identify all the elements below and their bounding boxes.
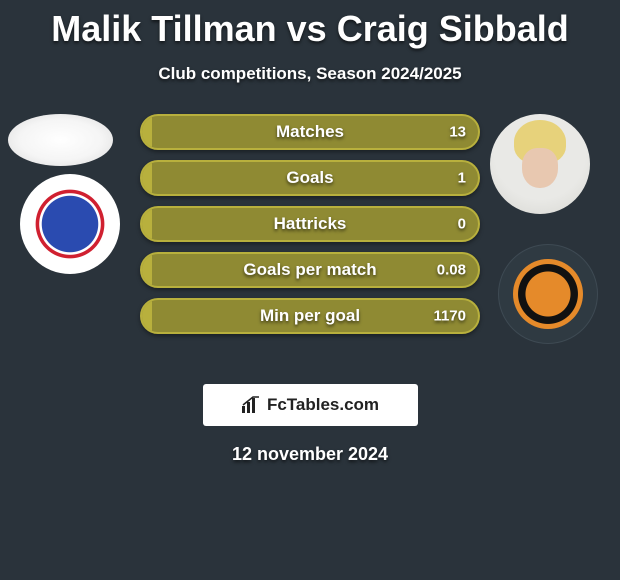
stat-bar: Goals1	[140, 160, 480, 196]
date-text: 12 november 2024	[0, 444, 620, 465]
stat-value-right: 1170	[430, 308, 466, 325]
player-right-avatar	[490, 114, 590, 214]
brand-badge: FcTables.com	[203, 384, 418, 426]
stat-label: Hattricks	[142, 214, 478, 234]
stat-label: Goals per match	[142, 260, 478, 280]
stat-value-right: 1	[430, 170, 466, 187]
player-right-club-badge	[498, 244, 598, 344]
rangers-badge-icon	[34, 188, 106, 260]
stat-label: Min per goal	[142, 306, 478, 326]
bars-chart-icon	[241, 396, 261, 414]
stat-value-right: 0.08	[430, 262, 466, 279]
subtitle: Club competitions, Season 2024/2025	[0, 64, 620, 84]
page-title: Malik Tillman vs Craig Sibbald	[0, 0, 620, 50]
comparison-stage: Matches13 Goals1 Hattricks0 Goals per match…	[0, 114, 620, 364]
player-left-club-badge	[20, 174, 120, 274]
stat-bar: Min per goal1170	[140, 298, 480, 334]
stat-bar: Matches13	[140, 114, 480, 150]
brand-text: FcTables.com	[267, 395, 379, 415]
stat-bar: Hattricks0	[140, 206, 480, 242]
stat-label: Goals	[142, 168, 478, 188]
stat-bar: Goals per match0.08	[140, 252, 480, 288]
stat-bars: Matches13 Goals1 Hattricks0 Goals per match…	[140, 114, 480, 334]
player-left-avatar	[8, 114, 113, 166]
dundee-united-badge-icon	[513, 259, 583, 329]
stat-label: Matches	[142, 122, 478, 142]
stat-value-right: 13	[430, 124, 466, 141]
stat-value-right: 0	[430, 216, 466, 233]
